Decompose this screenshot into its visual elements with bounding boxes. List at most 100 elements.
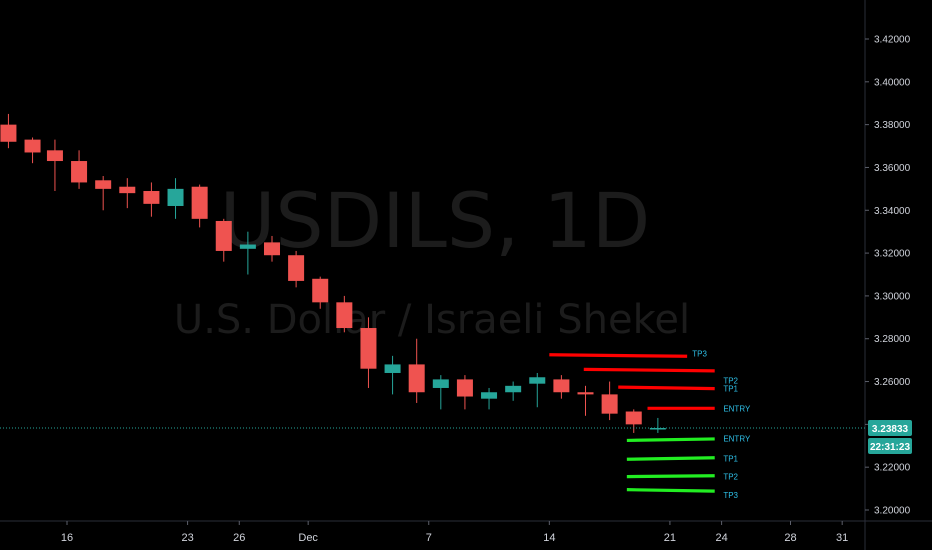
level-entry[interactable]: ENTRY — [626, 434, 751, 443]
level-line — [549, 353, 688, 358]
price-axis[interactable]: 3.42000 3.40000 3.38000 3.36000 3.34000 3.320… — [865, 35, 911, 517]
y-tick-label: 3.30000 — [874, 291, 911, 302]
candle[interactable] — [288, 250, 305, 288]
candle-body — [215, 220, 232, 251]
candle[interactable] — [505, 381, 522, 401]
candle-body — [167, 188, 184, 206]
candle[interactable] — [46, 139, 63, 192]
candle-body — [601, 394, 618, 414]
level-tp1[interactable]: TP1 — [626, 455, 739, 464]
y-tick-label: 3.42000 — [874, 35, 911, 46]
level-line — [626, 474, 715, 479]
watermark-symbol: USDILS, 1D — [220, 176, 651, 265]
candle-body — [95, 180, 112, 189]
candle-body — [336, 302, 353, 329]
candle-body — [312, 278, 329, 303]
candle[interactable] — [577, 385, 594, 416]
candle[interactable] — [456, 375, 473, 410]
level-line — [618, 385, 715, 391]
level-entry[interactable]: ENTRY — [647, 404, 751, 413]
candle[interactable] — [529, 372, 546, 408]
x-tick-label: 23 — [181, 532, 193, 544]
level-label: TP2 — [723, 376, 738, 385]
candle-body — [408, 364, 425, 393]
candle-body — [481, 392, 498, 399]
level-tp3[interactable]: TP3 — [626, 488, 739, 500]
candle-body — [384, 364, 401, 373]
candle-body — [456, 379, 473, 397]
candle[interactable] — [143, 182, 160, 217]
x-tick-label: 24 — [715, 532, 727, 544]
y-tick-label: 3.36000 — [874, 163, 911, 174]
level-label: ENTRY — [723, 404, 751, 413]
candle[interactable] — [625, 409, 642, 433]
current-price-marker: 3.23833 22:31:23 — [0, 419, 912, 454]
candle-body — [360, 328, 377, 369]
watermark-instrument-name: U.S. Dollar / Israeli Shekel — [174, 297, 690, 343]
level-line — [626, 488, 715, 493]
candle-body — [143, 191, 160, 204]
candle[interactable] — [24, 137, 41, 164]
level-label: TP3 — [723, 491, 738, 500]
candle[interactable] — [408, 338, 425, 403]
candle-body — [263, 242, 280, 256]
candles — [0, 113, 666, 433]
candle[interactable] — [191, 184, 208, 228]
candle[interactable] — [336, 295, 353, 333]
candle[interactable] — [215, 218, 232, 262]
candle-body — [505, 385, 522, 393]
candle[interactable] — [263, 235, 280, 262]
candle-body — [577, 392, 594, 395]
candle-body — [46, 150, 63, 162]
level-tp3[interactable]: TP3 — [549, 350, 708, 359]
candle[interactable] — [71, 150, 88, 189]
y-tick-label: 3.20000 — [874, 506, 911, 517]
candle[interactable] — [95, 176, 112, 211]
level-tp2[interactable]: TP2 — [583, 367, 739, 385]
level-tp1[interactable]: TP1 — [618, 385, 739, 394]
level-line — [583, 367, 715, 373]
x-tick-label: 16 — [61, 532, 73, 544]
candle[interactable] — [649, 417, 666, 433]
x-tick-label: 26 — [233, 532, 245, 544]
level-label: ENTRY — [723, 434, 751, 443]
y-tick-label: 3.32000 — [874, 249, 911, 260]
candle[interactable] — [239, 231, 256, 275]
candle[interactable] — [432, 375, 449, 410]
candle-body — [553, 379, 570, 393]
candle[interactable] — [312, 276, 329, 309]
candle[interactable] — [119, 178, 136, 209]
candle[interactable] — [553, 375, 570, 399]
candle-body — [625, 411, 642, 425]
bar-countdown: 22:31:23 — [870, 442, 910, 453]
candle[interactable] — [481, 387, 498, 410]
x-tick-label: 7 — [426, 532, 432, 544]
y-tick-label: 3.38000 — [874, 120, 911, 131]
candle[interactable] — [384, 355, 401, 395]
y-tick-label: 3.28000 — [874, 334, 911, 345]
current-price-tag — [868, 419, 912, 436]
candle-body — [239, 244, 256, 249]
level-label: TP3 — [692, 350, 707, 359]
time-axis[interactable]: 16 23 26 Dec 7 14 21 24 28 31 — [61, 521, 848, 544]
candle-body — [24, 139, 41, 153]
candle[interactable] — [0, 113, 17, 149]
candle-body — [529, 377, 546, 384]
y-tick-label: 3.26000 — [874, 377, 911, 388]
x-tick-label: Dec — [298, 532, 318, 544]
candle[interactable] — [360, 317, 377, 388]
candle[interactable] — [601, 381, 618, 421]
candle-body — [0, 124, 17, 142]
x-tick-label: 14 — [543, 532, 555, 544]
level-tp2[interactable]: TP2 — [626, 472, 739, 481]
y-tick-label: 3.22000 — [874, 463, 911, 474]
watermark: USDILS, 1D U.S. Dollar / Israeli Shekel — [174, 176, 690, 343]
candle[interactable] — [167, 178, 184, 219]
candle-body — [71, 161, 88, 183]
level-line — [626, 437, 715, 443]
candle-body — [432, 379, 449, 388]
level-label: TP2 — [723, 472, 738, 481]
